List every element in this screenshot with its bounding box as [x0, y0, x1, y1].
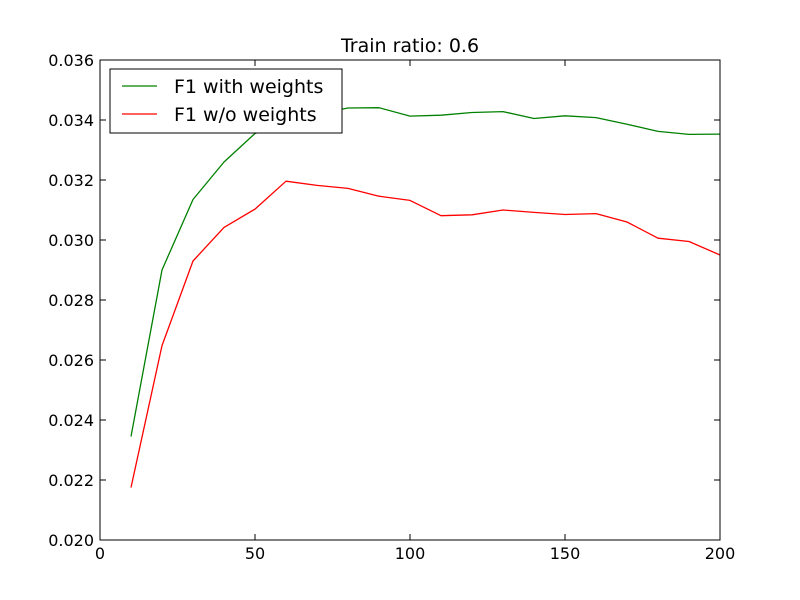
chart-title: Train ratio: 0.6 — [340, 35, 479, 57]
legend-label-f1-with-weights: F1 with weights — [174, 76, 323, 98]
axis-tick-labels: 0 50 100 150 200 0.020 0.022 0.024 0.026 0.028 0.0… — [48, 51, 735, 563]
x-tick-label: 200 — [705, 544, 736, 563]
y-tick-label: 0.030 — [48, 231, 94, 250]
x-tick-label: 100 — [395, 544, 426, 563]
x-tick-label: 0 — [95, 544, 105, 563]
legend: F1 with weights F1 w/o weights — [109, 68, 343, 134]
x-tick-label: 50 — [245, 544, 265, 563]
y-tick-label: 0.022 — [48, 471, 94, 490]
x-tick-label: 150 — [550, 544, 581, 563]
plot-frame — [99, 59, 721, 541]
series-lines — [130, 107, 721, 488]
y-tick-label: 0.036 — [48, 51, 94, 70]
y-tick-label: 0.034 — [48, 111, 94, 130]
y-tick-label: 0.026 — [48, 351, 94, 370]
series-line-f1-with-weights — [130, 107, 721, 437]
series-line-f1-wo-weights — [130, 180, 721, 488]
legend-box — [109, 68, 343, 134]
y-tick-label: 0.020 — [48, 531, 94, 550]
y-tick-label: 0.028 — [48, 291, 94, 310]
legend-label-f1-wo-weights: F1 w/o weights — [174, 104, 317, 126]
y-tick-label: 0.024 — [48, 411, 94, 430]
y-tick-label: 0.032 — [48, 171, 94, 190]
